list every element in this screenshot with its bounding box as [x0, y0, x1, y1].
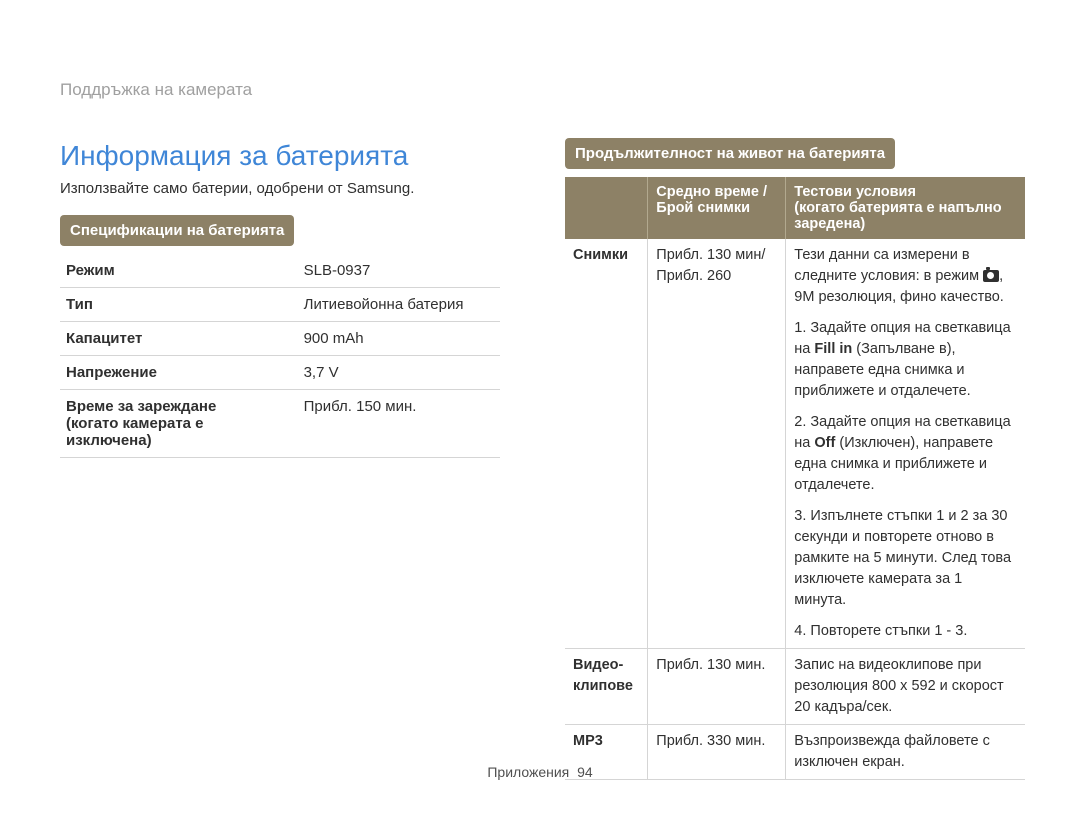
spec-value: 900 mAh	[298, 322, 500, 356]
life-row-value: Прибл. 130 мин.	[648, 649, 786, 725]
table-row: Снимки Прибл. 130 мин/ Прибл. 260 Тези д…	[565, 239, 1025, 649]
spec-value: Прибл. 150 мин.	[298, 390, 500, 458]
life-col1-header	[565, 177, 648, 239]
spec-label: Капацитет	[60, 322, 298, 356]
life-row-label: Снимки	[565, 239, 648, 649]
life-section-header: Продължителност на живот на батерията	[565, 138, 895, 169]
life-col2-header: Средно време / Брой снимки	[648, 177, 786, 239]
life-row-label: Видео-клипове	[565, 649, 648, 725]
cond2-b: Off	[814, 435, 835, 451]
page-title: Информация за батерията	[60, 140, 408, 172]
cond-intro-pre: Тези данни са измерени в следните услови…	[794, 247, 983, 284]
table-row: Капацитет 900 mAh	[60, 322, 500, 356]
table-row: Напрежение 3,7 V	[60, 356, 500, 390]
table-row: Видео-клипове Прибл. 130 мин. Запис на в…	[565, 649, 1025, 725]
table-row: Време за зареждане (когато камерата е из…	[60, 390, 500, 458]
life-table: Средно време / Брой снимки Тестови услов…	[565, 177, 1025, 780]
spec-value: 3,7 V	[298, 356, 500, 390]
subtitle-text: Използвайте само батерии, одобрени от Sa…	[60, 180, 414, 197]
breadcrumb: Поддръжка на камерата	[60, 80, 252, 100]
table-header-row: Средно време / Брой снимки Тестови услов…	[565, 177, 1025, 239]
page-footer: Приложения 94	[0, 764, 1080, 780]
spec-label: Тип	[60, 288, 298, 322]
cond1-b: Fill in	[814, 341, 852, 357]
camera-icon	[983, 270, 999, 282]
life-row-cond: Запис на видеоклипове при резолюция 800 …	[786, 649, 1025, 725]
life-row-cond: Тези данни са измерени в следните услови…	[786, 239, 1025, 649]
footer-label: Приложения	[487, 764, 569, 780]
right-column: Продължителност на живот на батерията Ср…	[565, 138, 1025, 780]
spec-label: Режим	[60, 254, 298, 288]
left-column: Спецификации на батерията Режим SLB-0937…	[60, 215, 500, 458]
footer-page: 94	[577, 764, 593, 780]
cond3: 3. Изпълнете стъпки 1 и 2 за 30 секунди …	[794, 506, 1017, 611]
life-col3-header: Тестови условия (когато батерията е напъ…	[786, 177, 1025, 239]
spec-value: Литиевойонна батерия	[298, 288, 500, 322]
spec-section-header: Спецификации на батерията	[60, 215, 294, 246]
table-row: Режим SLB-0937	[60, 254, 500, 288]
spec-label: Време за зареждане (когато камерата е из…	[60, 390, 298, 458]
spec-value: SLB-0937	[298, 254, 500, 288]
spec-table: Режим SLB-0937 Тип Литиевойонна батерия …	[60, 254, 500, 458]
table-row: Тип Литиевойонна батерия	[60, 288, 500, 322]
life-row-value: Прибл. 130 мин/ Прибл. 260	[648, 239, 786, 649]
spec-label: Напрежение	[60, 356, 298, 390]
cond4: 4. Повторете стъпки 1 - 3.	[794, 621, 1017, 642]
